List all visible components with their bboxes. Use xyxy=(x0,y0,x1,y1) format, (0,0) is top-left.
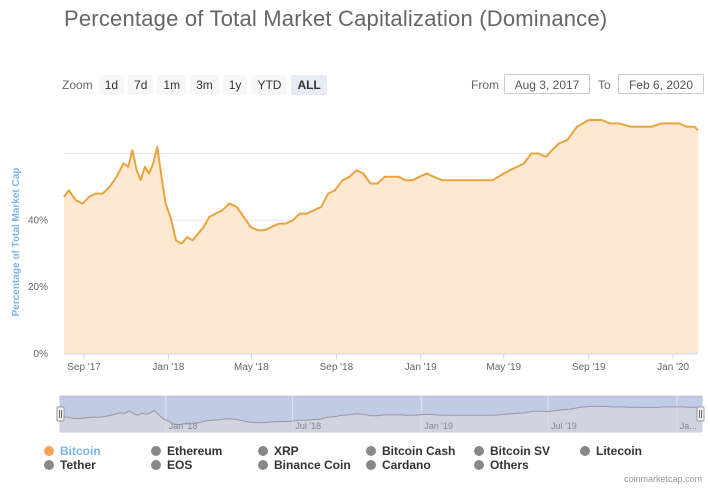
x-axis-ticks: Sep '17 Jan '18 May '18 Sep '18 Jan '19 May '… xyxy=(67,354,690,373)
legend-item-litecoin[interactable]: Litecoin xyxy=(580,443,680,458)
navigator-ticks: Jan '18 Jul '18 Jan '19 Jul '19 Ja... xyxy=(169,421,697,431)
legend-dot-icon xyxy=(474,445,484,456)
legend-label: Others xyxy=(490,457,529,472)
y-tick-label: 20% xyxy=(28,282,48,293)
legend-item-bitcoin-cash[interactable]: Bitcoin Cash xyxy=(366,443,474,458)
navigator-tick-label: Ja... xyxy=(680,421,697,431)
y-axis-title: Percentage of Total Market Cap xyxy=(11,168,22,317)
navigator-background xyxy=(59,395,703,433)
range-from-label: From xyxy=(471,78,499,92)
range-to-label: To xyxy=(598,78,611,92)
y-tick-label: 40% xyxy=(28,215,48,226)
legend-label: XRP xyxy=(274,443,299,458)
main-chart[interactable]: 0% 20% 40% Sep '17 Jan '18 May '18 Sep '18 Jan… xyxy=(0,0,710,380)
legend-dot-icon xyxy=(151,445,161,456)
legend-label: Ethereum xyxy=(167,443,223,458)
range-to-input[interactable]: Feb 6, 2020 xyxy=(618,74,704,94)
x-tick-label: Jan '18 xyxy=(152,362,184,373)
legend-dot-icon xyxy=(366,445,376,456)
handle-grip[interactable] xyxy=(696,406,705,422)
zoom-1m-button[interactable]: 1m xyxy=(157,75,187,95)
x-tick-label: Sep '18 xyxy=(320,362,354,373)
x-tick-label: Sep '19 xyxy=(572,362,606,373)
bitcoin-line[interactable] xyxy=(63,119,699,245)
navigator-line xyxy=(59,405,703,426)
legend-label: Cardano xyxy=(382,457,431,472)
legend-item-xrp[interactable]: XRP xyxy=(258,443,366,458)
x-tick-label: Jan '20 xyxy=(657,362,689,373)
legend-item-bitcoin-sv[interactable]: Bitcoin SV xyxy=(474,443,580,458)
legend-label: Tether xyxy=(60,457,96,472)
legend-item-bitcoin[interactable]: Bitcoin xyxy=(44,443,151,458)
legend-dot-icon xyxy=(44,445,54,456)
legend-label: Bitcoin xyxy=(60,443,101,458)
zoom-label: Zoom xyxy=(62,78,93,92)
navigator-tick-label: Jul '18 xyxy=(295,421,321,431)
legend-dot-icon xyxy=(44,459,54,470)
legend-label: Bitcoin SV xyxy=(490,443,551,458)
legend-item-eos[interactable]: EOS xyxy=(151,457,258,472)
handle-grip[interactable] xyxy=(56,406,65,422)
legend-dot-icon xyxy=(474,459,484,470)
legend-dot-icon xyxy=(366,459,376,470)
legend-label: Bitcoin Cash xyxy=(382,443,456,458)
legend-label: Litecoin xyxy=(596,443,643,458)
legend-label: Binance Coin xyxy=(274,457,351,472)
legend: Bitcoin Ethereum XRP Bitcoin Cash Bitcoi… xyxy=(44,443,680,472)
navigator-left-handle[interactable] xyxy=(56,406,65,422)
navigator-area xyxy=(60,406,702,432)
legend-item-tether[interactable]: Tether xyxy=(44,457,151,472)
legend-item-ethereum[interactable]: Ethereum xyxy=(151,443,258,458)
legend-dot-icon xyxy=(258,459,268,470)
navigator-tick-label: Jul '19 xyxy=(551,421,577,431)
legend-item-binance-coin[interactable]: Binance Coin xyxy=(258,457,366,472)
range-from-input[interactable]: Aug 3, 2017 xyxy=(504,74,590,94)
legend-item-cardano[interactable]: Cardano xyxy=(366,457,474,472)
legend-dot-icon xyxy=(258,445,268,456)
navigator-grid xyxy=(165,396,678,432)
y-tick-label: 0% xyxy=(34,349,49,360)
x-tick-label: May '19 xyxy=(486,362,521,373)
zoom-7d-button[interactable]: 7d xyxy=(128,75,154,95)
zoom-all-button[interactable]: ALL xyxy=(291,75,327,95)
credit-text[interactable]: coinmarketcap.com xyxy=(623,474,702,484)
navigator-tick-label: Jan '19 xyxy=(424,421,453,431)
chart-title: Percentage of Total Market Capitalizatio… xyxy=(64,6,608,31)
legend-item-others[interactable]: Others xyxy=(474,457,580,472)
y-axis-ticks: 0% 20% 40% xyxy=(28,215,48,360)
bitcoin-area xyxy=(64,120,698,354)
zoom-1y-button[interactable]: 1y xyxy=(222,75,248,95)
zoom-ytd-button[interactable]: YTD xyxy=(251,75,288,95)
navigator-right-handle[interactable] xyxy=(696,406,705,422)
legend-label: EOS xyxy=(167,457,193,472)
zoom-1d-button[interactable]: 1d xyxy=(98,75,125,95)
x-tick-label: Sep '17 xyxy=(67,362,101,373)
x-tick-label: May '18 xyxy=(234,362,269,373)
x-tick-label: Jan '19 xyxy=(405,362,437,373)
navigator-tick-label: Jan '18 xyxy=(169,421,198,431)
legend-dot-icon xyxy=(151,459,161,470)
legend-dot-icon xyxy=(580,445,590,456)
zoom-bar: Zoom 1d 7d 1m 3m 1y YTD ALL xyxy=(62,75,327,95)
navigator-selected-range[interactable] xyxy=(60,396,702,432)
zoom-3m-button[interactable]: 3m xyxy=(190,75,219,95)
